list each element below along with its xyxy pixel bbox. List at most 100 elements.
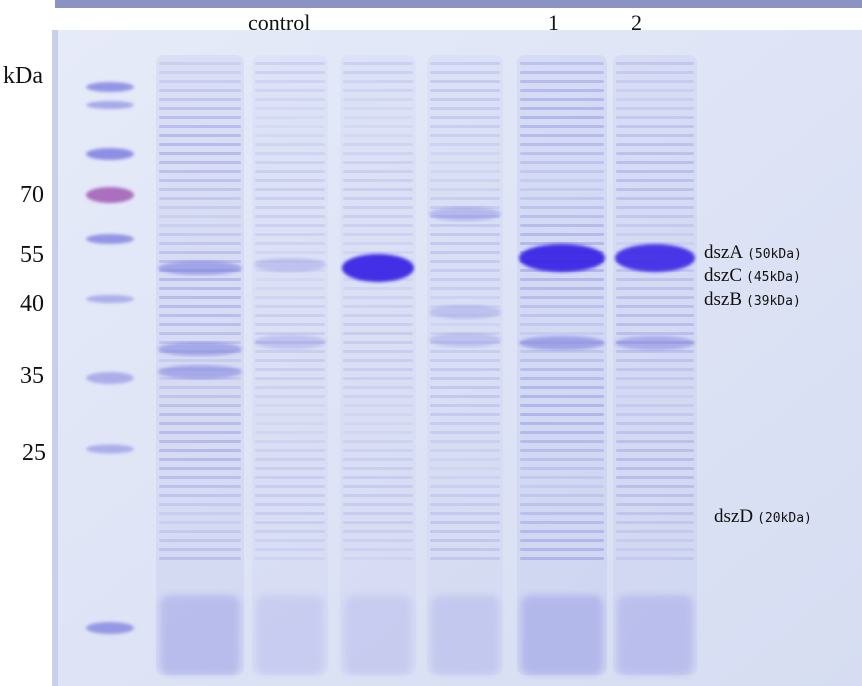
protein-band — [616, 422, 694, 425]
protein-band — [616, 512, 694, 515]
protein-band — [343, 296, 413, 299]
band-name: dszD — [714, 506, 754, 527]
protein-band — [520, 134, 604, 137]
protein-band — [343, 161, 413, 164]
protein-band — [343, 512, 413, 515]
protein-band — [343, 305, 413, 308]
dsz-protein-band — [429, 333, 501, 347]
protein-band — [430, 503, 500, 506]
protein-band — [255, 467, 325, 470]
protein-band — [159, 170, 241, 173]
protein-band — [616, 224, 694, 227]
protein-band — [520, 503, 604, 506]
protein-band — [343, 179, 413, 182]
protein-band — [159, 287, 241, 290]
protein-band — [159, 413, 241, 416]
ladder-band — [86, 444, 134, 454]
protein-band — [430, 323, 500, 326]
protein-band — [159, 98, 241, 101]
ladder-band — [86, 622, 134, 634]
dsz-protein-band — [429, 207, 501, 221]
dsz-protein-band — [254, 335, 326, 349]
protein-band — [430, 143, 500, 146]
protein-band — [520, 89, 604, 92]
protein-band — [343, 251, 413, 254]
mw-marker-25: 25 — [22, 440, 46, 466]
band-size: (50kDa) — [747, 247, 802, 262]
protein-band — [159, 521, 241, 524]
protein-band — [520, 332, 604, 335]
protein-band — [616, 359, 694, 362]
protein-band — [520, 368, 604, 371]
protein-band — [520, 485, 604, 488]
protein-band — [520, 287, 604, 290]
protein-band — [616, 323, 694, 326]
protein-band — [255, 170, 325, 173]
protein-band — [616, 206, 694, 209]
protein-band — [159, 242, 241, 245]
protein-band — [159, 116, 241, 119]
protein-band — [343, 458, 413, 461]
protein-band — [616, 494, 694, 497]
protein-band — [616, 71, 694, 74]
protein-band — [343, 467, 413, 470]
protein-band — [343, 116, 413, 119]
protein-band — [430, 62, 500, 65]
protein-band — [343, 548, 413, 551]
protein-band — [430, 296, 500, 299]
protein-band — [159, 467, 241, 470]
protein-band — [255, 332, 325, 335]
protein-band — [343, 224, 413, 227]
protein-band — [430, 170, 500, 173]
protein-band — [255, 494, 325, 497]
protein-band — [430, 431, 500, 434]
protein-band — [343, 125, 413, 128]
ladder-band — [86, 82, 134, 92]
protein-band — [255, 278, 325, 281]
protein-band — [520, 152, 604, 155]
protein-band — [616, 557, 694, 560]
protein-band — [430, 449, 500, 452]
protein-band — [159, 557, 241, 560]
sample-lanes — [156, 55, 697, 675]
protein-band — [159, 134, 241, 137]
protein-band — [255, 80, 325, 83]
protein-band — [430, 521, 500, 524]
protein-band — [255, 512, 325, 515]
protein-band — [255, 395, 325, 398]
ladder-band — [86, 295, 134, 303]
protein-band — [616, 89, 694, 92]
protein-band — [343, 539, 413, 542]
protein-band — [255, 251, 325, 254]
protein-band — [159, 80, 241, 83]
protein-band — [159, 215, 241, 218]
protein-band — [430, 233, 500, 236]
protein-band — [520, 98, 604, 101]
protein-band — [616, 377, 694, 380]
protein-band — [430, 467, 500, 470]
protein-band — [255, 134, 325, 137]
protein-band — [430, 242, 500, 245]
protein-band — [616, 395, 694, 398]
protein-band — [255, 71, 325, 74]
protein-band — [255, 179, 325, 182]
protein-band — [159, 539, 241, 542]
protein-band — [616, 476, 694, 479]
protein-band — [343, 71, 413, 74]
band-size: (20kDa) — [757, 511, 812, 526]
protein-band — [520, 224, 604, 227]
protein-band — [159, 251, 241, 254]
protein-band — [343, 62, 413, 65]
protein-band — [520, 395, 604, 398]
protein-band — [159, 431, 241, 434]
protein-band — [430, 359, 500, 362]
protein-band — [343, 80, 413, 83]
lane-label-control: control — [248, 10, 311, 35]
protein-band — [616, 197, 694, 200]
protein-band — [520, 62, 604, 65]
protein-band — [520, 404, 604, 407]
protein-band — [520, 125, 604, 128]
protein-band — [255, 206, 325, 209]
protein-band — [616, 449, 694, 452]
dsz-protein-band — [158, 365, 242, 379]
